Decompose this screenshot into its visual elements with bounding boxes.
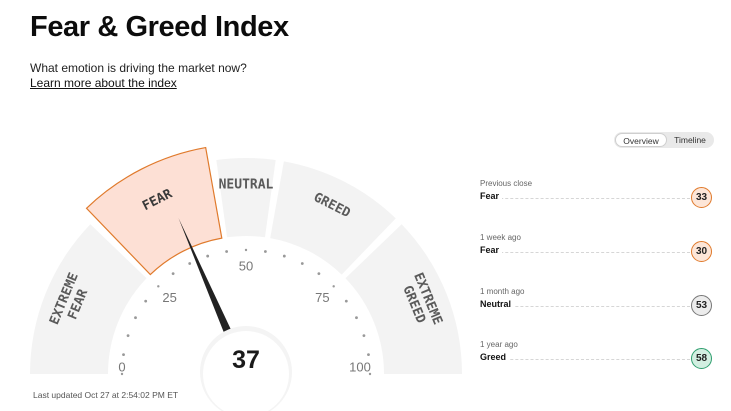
history-divider <box>480 198 690 199</box>
history-value-badge: 30 <box>691 241 712 262</box>
gauge-hub <box>203 331 289 411</box>
history-item-1-year: 1 year ago Greed 58 <box>480 340 712 380</box>
history-when: 1 year ago <box>480 340 518 349</box>
gauge-scale-dot <box>122 353 125 357</box>
gauge-scale-label: 50 <box>239 259 253 274</box>
gauge-zone-extreme-fear <box>30 224 147 374</box>
gauge-scale-dot <box>367 353 370 357</box>
page-subtitle: What emotion is driving the market now? <box>30 61 247 75</box>
tab-timeline[interactable]: Timeline <box>674 135 706 145</box>
gauge-scale-dot <box>171 272 175 276</box>
history-value-badge: 53 <box>691 295 712 316</box>
gauge-scale-dot <box>355 316 358 320</box>
gauge-scale-dot <box>282 254 286 258</box>
history-divider <box>480 252 690 253</box>
gauge-scale-dot <box>144 299 148 303</box>
history-when: 1 week ago <box>480 233 521 242</box>
gauge-scale-dot <box>300 262 304 265</box>
history-item-1-week: 1 week ago Fear 30 <box>480 233 712 273</box>
gauge-zone-neutral <box>216 158 276 238</box>
gauge-needle <box>178 217 241 353</box>
history-label: Neutral <box>480 299 515 309</box>
gauge-scale-dot <box>332 285 335 288</box>
gauge-zone-greed <box>270 161 396 275</box>
learn-more-link[interactable]: Learn more about the index <box>30 76 177 90</box>
history-item-previous-close: Previous close Fear 33 <box>480 179 712 219</box>
gauge-scale-dot <box>157 285 160 288</box>
tab-overview[interactable]: Overview <box>615 133 667 147</box>
gauge-scale-dot <box>188 262 192 265</box>
history-value-badge: 33 <box>691 187 712 208</box>
history-when: Previous close <box>480 179 533 188</box>
gauge-scale-label: 25 <box>162 290 176 305</box>
gauge-scale-dot <box>244 248 248 252</box>
history-divider <box>480 359 690 360</box>
last-updated: Last updated Oct 27 at 2:54:02 PM ET <box>33 390 179 400</box>
history-label: Greed <box>480 352 510 362</box>
gauge-scale-dot <box>225 250 229 253</box>
gauge-zone-label: NEUTRAL <box>219 178 274 193</box>
history-label: Fear <box>480 245 503 255</box>
history-value-badge: 58 <box>691 348 712 369</box>
gauge-scale-dot <box>120 372 124 376</box>
gauge-zone-extreme-greed <box>345 224 462 374</box>
history-item-1-month: 1 month ago Neutral 53 <box>480 287 712 327</box>
gauge-scale-label: 0 <box>118 360 125 375</box>
gauge-scale-dot <box>126 334 130 338</box>
gauge-scale-dot <box>206 254 210 258</box>
page-title: Fear & Greed Index <box>30 11 289 43</box>
history-divider <box>480 306 690 307</box>
gauge-scale-dot <box>344 299 348 303</box>
history-label: Fear <box>480 191 503 201</box>
gauge-scale-dot <box>368 372 372 376</box>
gauge-scale-dot <box>134 316 137 320</box>
history-when: 1 month ago <box>480 287 525 296</box>
gauge-value: 37 <box>232 346 260 374</box>
gauge-scale-dot <box>362 334 366 338</box>
gauge-scale-label: 100 <box>349 360 371 375</box>
gauge-scale-label: 75 <box>315 290 329 305</box>
view-toggle: Overview Timeline <box>614 132 714 148</box>
gauge-scale-dot <box>263 250 267 253</box>
gauge-zone-fear <box>85 146 223 276</box>
gauge-scale-dot <box>317 272 321 276</box>
